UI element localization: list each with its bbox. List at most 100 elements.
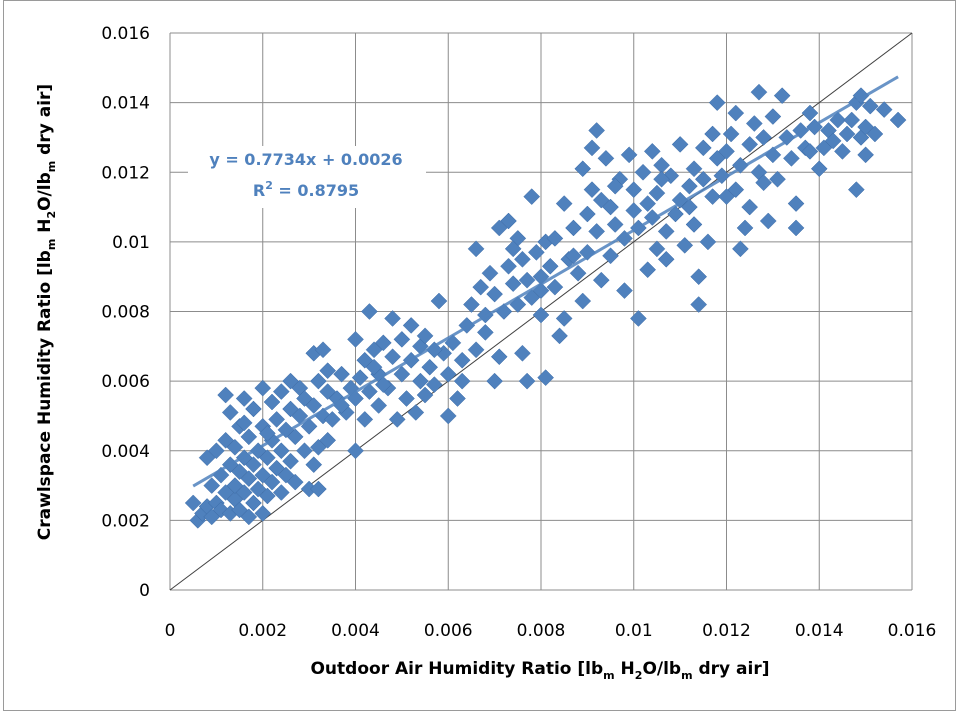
data-point xyxy=(657,223,675,240)
data-point xyxy=(588,223,606,240)
data-point xyxy=(453,351,471,369)
data-point xyxy=(843,111,861,129)
data-point xyxy=(704,125,721,143)
data-point xyxy=(425,376,443,393)
data-point xyxy=(718,188,735,205)
data-point xyxy=(504,240,522,258)
data-point xyxy=(453,372,471,390)
data-point xyxy=(514,344,531,362)
data-point xyxy=(699,233,717,251)
data-point xyxy=(834,143,851,160)
data-point xyxy=(810,160,828,178)
data-point xyxy=(305,397,323,414)
data-point xyxy=(606,177,624,195)
data-point xyxy=(671,136,689,153)
data-point xyxy=(574,292,592,310)
data-point xyxy=(514,250,531,268)
y-tick-label: 0.012 xyxy=(101,163,150,183)
data-point xyxy=(681,198,698,216)
data-point xyxy=(240,428,258,446)
data-point xyxy=(361,303,378,320)
data-point xyxy=(769,170,786,188)
data-point xyxy=(736,219,754,237)
y-tick-labels: 0 0.002 0.004 0.006 0.008 0.01 0.012 0.014 0.016 xyxy=(101,24,150,601)
data-point xyxy=(704,188,721,205)
data-point xyxy=(555,310,573,327)
data-point xyxy=(583,181,601,199)
data-point xyxy=(875,101,893,118)
x-tick-label: 0.014 xyxy=(795,621,844,641)
y-tick-label: 0.014 xyxy=(101,94,150,114)
data-point xyxy=(694,139,712,157)
data-point xyxy=(310,372,327,390)
data-point xyxy=(254,505,272,522)
data-point xyxy=(314,341,332,359)
data-point xyxy=(226,438,244,456)
data-point xyxy=(310,480,327,498)
data-point xyxy=(263,473,281,491)
data-point xyxy=(245,456,262,474)
data-point xyxy=(643,143,661,160)
data-point xyxy=(889,111,907,129)
data-point xyxy=(801,104,819,122)
data-point xyxy=(602,198,619,216)
data-point xyxy=(467,240,485,258)
data-point xyxy=(708,94,726,111)
data-point xyxy=(518,271,536,289)
data-point xyxy=(500,212,517,230)
data-point xyxy=(286,473,304,491)
data-point xyxy=(602,247,619,265)
data-point xyxy=(750,83,768,101)
data-point xyxy=(732,240,749,258)
data-point xyxy=(500,257,517,275)
x-tick-label: 0.004 xyxy=(331,621,380,641)
data-point xyxy=(648,240,666,258)
data-point xyxy=(606,216,624,233)
data-point xyxy=(861,97,879,115)
data-point xyxy=(319,362,337,380)
data-point xyxy=(694,170,712,188)
data-points xyxy=(184,83,907,529)
data-point xyxy=(755,129,772,146)
data-point xyxy=(541,257,559,275)
data-point xyxy=(407,404,425,421)
data-point xyxy=(245,400,262,418)
data-point xyxy=(240,470,258,487)
data-point xyxy=(741,198,759,216)
data-point xyxy=(463,296,480,313)
data-point xyxy=(323,411,341,428)
data-point xyxy=(838,125,856,143)
data-point xyxy=(528,243,545,261)
data-point xyxy=(398,390,415,407)
data-point xyxy=(235,484,253,501)
data-point xyxy=(546,230,564,247)
data-point xyxy=(681,177,698,195)
data-point xyxy=(551,327,568,345)
data-point xyxy=(537,369,554,386)
data-point xyxy=(347,442,364,460)
y-tick-label: 0.006 xyxy=(101,372,150,392)
data-point xyxy=(676,237,694,254)
data-point xyxy=(184,494,202,512)
data-point xyxy=(486,285,503,303)
data-point xyxy=(579,205,596,223)
data-point xyxy=(546,278,564,296)
data-point xyxy=(467,341,485,359)
data-point xyxy=(282,452,299,470)
data-point xyxy=(268,411,286,428)
y-tick-label: 0.002 xyxy=(101,511,150,531)
data-point xyxy=(787,195,805,212)
data-point xyxy=(286,428,304,446)
data-point xyxy=(653,170,670,188)
chart-frame xyxy=(3,0,956,711)
data-point xyxy=(212,501,230,519)
data-point xyxy=(801,143,819,160)
data-point xyxy=(449,390,466,407)
data-point xyxy=(588,122,606,139)
data-point xyxy=(583,139,601,157)
y-axis-title: Crawlspace Humidity Ratio [lbm H2O/lbm d… xyxy=(35,84,58,540)
data-point xyxy=(569,264,587,282)
data-point xyxy=(592,271,610,289)
data-point xyxy=(685,160,703,178)
